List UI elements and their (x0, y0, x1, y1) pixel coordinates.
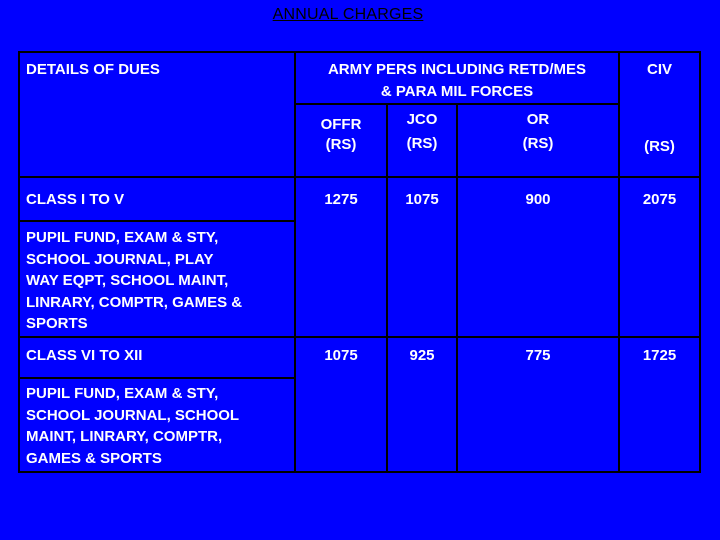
row1-label: CLASS I TO V (26, 191, 125, 208)
divider-row1-row2 (18, 336, 701, 338)
row1-desc-line: WAY EQPT, SCHOOL MAINT, (26, 272, 229, 289)
header-army: ARMY PERS INCLUDING RETD/MES & PARA MIL … (296, 60, 618, 102)
header-or-label: OR (526, 111, 550, 128)
header-jco-unit: (RS) (406, 135, 438, 152)
header-civ-unit: (RS) (644, 138, 675, 155)
row1-desc-line: PUPIL FUND, EXAM & STY, (26, 229, 219, 246)
row1-desc-line: SCHOOL JOURNAL, PLAY (26, 250, 214, 268)
header-or-unit: (RS) (522, 135, 554, 152)
row1-offr: 1275 (324, 191, 358, 208)
divider-jco-or (456, 103, 458, 473)
row2-or: 775 (525, 347, 551, 364)
header-offr: OFFR (RS) (296, 115, 386, 155)
row2-offr: 1075 (324, 347, 358, 364)
header-details: DETAILS OF DUES (26, 61, 160, 78)
divider-row1-label (18, 220, 296, 222)
header-jco-label: JCO (406, 111, 438, 128)
row1-civ: 2075 (642, 191, 677, 208)
row1-desc-line: LINRARY, COMPTR, GAMES & (26, 293, 243, 311)
header-army-line1: ARMY PERS INCLUDING RETD/MES (327, 61, 587, 78)
header-jco: JCO (RS) (388, 110, 456, 154)
header-offr-label: OFFR (320, 116, 362, 133)
table-border-right (699, 51, 701, 473)
row2-desc-line: PUPIL FUND, EXAM & STY, (26, 385, 219, 402)
divider-army-sub (294, 103, 620, 105)
header-civ: CIV (646, 61, 672, 78)
divider-civ (618, 51, 620, 473)
table-border-bottom (18, 471, 701, 473)
row2-desc-line: SCHOOL JOURNAL, SCHOOL (26, 406, 240, 424)
row1-or: 900 (525, 191, 551, 208)
header-army-line2: & PARA MIL FORCES (380, 83, 534, 100)
row2-desc-line: MAINT, LINRARY, COMPTR, (26, 428, 223, 445)
header-or: OR (RS) (458, 110, 618, 154)
table-border-left (18, 51, 20, 473)
table-border-top (18, 51, 701, 53)
divider-offr-jco (386, 103, 388, 473)
row2-description: PUPIL FUND, EXAM & STY, SCHOOL JOURNAL, … (26, 383, 292, 469)
row1-jco: 1075 (405, 191, 439, 208)
row2-desc-line: GAMES & SPORTS (26, 449, 162, 467)
page-title: ANNUAL CHARGES (272, 6, 424, 23)
row2-label: CLASS VI TO XII (26, 347, 143, 364)
row1-desc-line: SPORTS (26, 315, 88, 332)
divider-header (18, 176, 701, 178)
row2-jco: 925 (409, 347, 435, 364)
divider-row2-label (18, 377, 296, 379)
row2-civ: 1725 (642, 347, 677, 364)
row1-description: PUPIL FUND, EXAM & STY, SCHOOL JOURNAL, … (26, 227, 292, 335)
header-offr-unit: (RS) (325, 136, 357, 153)
